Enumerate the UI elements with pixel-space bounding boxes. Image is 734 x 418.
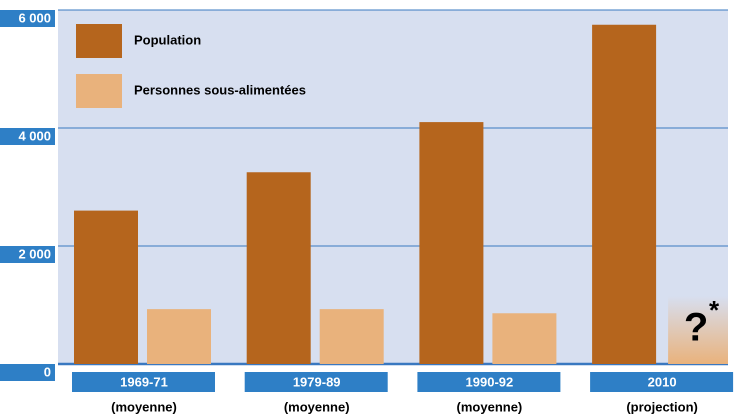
x-tick-label: 2010 xyxy=(648,374,677,389)
category-box xyxy=(590,372,734,392)
bar xyxy=(492,313,557,364)
y-tick-label: 6 000 xyxy=(18,10,51,25)
category-box xyxy=(72,372,215,392)
bar xyxy=(246,172,311,364)
annotation: ? xyxy=(684,306,708,350)
legend-swatch xyxy=(76,24,122,58)
y-tick-box xyxy=(0,364,55,381)
x-tick-label: 1979-89 xyxy=(293,374,341,389)
x-sublabel: (moyenne) xyxy=(111,399,177,414)
y-tick-label: 4 000 xyxy=(18,128,51,143)
legend-swatch xyxy=(76,74,122,108)
category-box xyxy=(417,372,561,392)
x-sublabel: (projection) xyxy=(626,399,698,414)
legend-label: Population xyxy=(134,32,201,47)
bar xyxy=(419,122,484,364)
x-tick-label: 1990-92 xyxy=(466,374,514,389)
bar xyxy=(592,24,657,364)
category-box xyxy=(244,372,388,392)
bar xyxy=(319,309,384,364)
y-tick-label: 0 xyxy=(44,364,51,379)
annotation-mark: * xyxy=(709,295,720,325)
y-tick-box xyxy=(0,10,55,27)
y-tick-box xyxy=(0,128,55,145)
bar xyxy=(147,309,211,364)
x-tick-label: 1969-71 xyxy=(120,374,168,389)
y-tick-label: 2 000 xyxy=(18,246,51,261)
x-sublabel: (moyenne) xyxy=(284,399,350,414)
y-tick-box xyxy=(0,246,55,263)
legend-label: Personnes sous-alimentées xyxy=(134,82,306,97)
bar xyxy=(74,210,138,364)
annotation-box xyxy=(668,296,728,364)
x-sublabel: (moyenne) xyxy=(457,399,523,414)
